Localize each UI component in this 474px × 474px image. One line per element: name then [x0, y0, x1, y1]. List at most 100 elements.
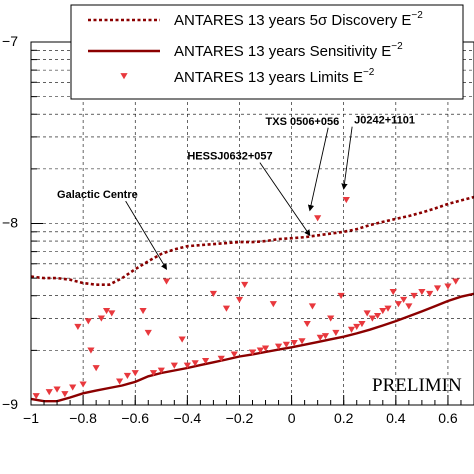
limit-point — [108, 310, 116, 317]
limit-point — [222, 305, 231, 312]
limits-points — [32, 196, 460, 400]
x-tick-label: −0.6 — [121, 410, 149, 426]
limit-point — [74, 323, 82, 330]
limit-point — [426, 290, 434, 298]
limit-point — [358, 320, 366, 328]
limit-point — [444, 283, 452, 290]
limit-point — [332, 329, 340, 337]
limit-point — [116, 378, 124, 385]
y-tick-label: −8 — [2, 215, 18, 231]
limit-point — [290, 339, 298, 347]
limit-point — [123, 372, 132, 379]
limit-point — [379, 308, 387, 315]
limit-point — [337, 292, 345, 299]
limit-point — [405, 303, 413, 310]
preliminary-watermark: PRELIMIN — [372, 375, 462, 396]
limit-point — [418, 289, 426, 296]
limit-point — [53, 386, 61, 393]
limit-point — [102, 308, 111, 315]
limit-point — [92, 365, 100, 372]
hess-label: HESSJ0632+057 — [187, 151, 272, 163]
limit-point — [314, 215, 322, 222]
legend-sensitivity-exponent: −2 — [391, 41, 403, 52]
limit-point — [274, 343, 283, 350]
limit-point — [363, 310, 371, 317]
legend-limits-text: ANTARES 13 years Limits E−2 — [174, 67, 375, 86]
limit-point — [303, 320, 311, 328]
legend-sensitivity-text: ANTARES 13 years Sensitivity E−2 — [174, 41, 403, 60]
discovery-curve — [30, 195, 474, 287]
legend-limits-exponent: −2 — [363, 67, 375, 78]
limit-point — [410, 292, 418, 299]
limit-point — [45, 389, 53, 396]
limit-point — [389, 289, 397, 296]
axis-ticks: −1−0.8−0.6−0.4−0.200.20.40.60−7−8−9 — [2, 33, 474, 426]
limit-point — [373, 312, 382, 320]
limit-point — [235, 296, 244, 304]
txs-label: TXS 0506+056 — [266, 116, 340, 128]
limit-point — [131, 370, 139, 377]
limit-point — [230, 351, 238, 358]
limit-point — [217, 355, 225, 362]
limit-point — [394, 301, 403, 308]
x-tick-label: −0.2 — [226, 410, 254, 426]
limit-point — [433, 285, 442, 292]
legend: ANTARES 13 years 5σ Discovery E−2 ANTARES… — [70, 4, 464, 100]
limit-point — [97, 315, 105, 322]
x-tick-label: −0.8 — [69, 410, 97, 426]
limit-point — [241, 281, 249, 288]
limit-point — [144, 329, 152, 337]
limit-point — [162, 278, 171, 285]
limit-point — [170, 362, 178, 369]
limit-point — [308, 303, 317, 310]
curves — [30, 195, 474, 403]
limit-point — [282, 341, 290, 348]
limit-point — [298, 338, 306, 345]
limit-point — [32, 393, 40, 400]
limit-point — [61, 391, 69, 398]
x-tick-label: 0 — [288, 410, 296, 426]
limit-point — [69, 384, 77, 391]
gc-arrow — [125, 200, 167, 270]
gc-label: Galactic Centre — [57, 189, 138, 201]
limit-point — [84, 318, 92, 325]
limit-point — [321, 333, 330, 340]
hess-arrow — [259, 162, 311, 237]
limit-point — [157, 367, 165, 374]
legend-limits-swatch — [120, 73, 128, 80]
limit-point — [209, 290, 218, 298]
limit-point — [353, 323, 361, 330]
x-tick-label: 0.6 — [438, 410, 458, 426]
limit-point — [248, 349, 257, 356]
legend-discovery-text: ANTARES 13 years 5σ Discovery E−2 — [174, 10, 423, 29]
limit-point — [368, 315, 376, 322]
limit-point — [400, 296, 408, 304]
j0242-arrow — [341, 126, 353, 190]
limit-point — [347, 326, 356, 333]
limit-point — [191, 360, 199, 367]
txs-arrow — [307, 127, 329, 212]
limit-point — [201, 358, 210, 365]
x-tick-label: −0.4 — [174, 410, 202, 426]
legend-discovery-exponent: −2 — [411, 10, 423, 21]
limit-point — [256, 347, 264, 354]
limit-point — [87, 347, 95, 354]
limit-point — [261, 345, 270, 352]
limit-point — [316, 334, 324, 341]
limit-point — [342, 196, 350, 204]
limit-point — [178, 336, 186, 343]
x-tick-label: 0.4 — [386, 410, 406, 426]
limit-point — [149, 370, 158, 377]
j0242-label: J0242+1101 — [354, 115, 415, 127]
limit-point — [79, 381, 87, 388]
y-tick-label: −9 — [2, 396, 18, 412]
limit-point — [327, 315, 335, 322]
x-tick-label: −1 — [23, 410, 39, 426]
x-tick-label: 0.2 — [334, 410, 354, 426]
limit-point — [452, 278, 460, 285]
limit-point — [139, 308, 147, 315]
limit-point — [183, 362, 191, 369]
y-tick-label: −7 — [2, 33, 18, 49]
limit-point — [384, 305, 392, 312]
